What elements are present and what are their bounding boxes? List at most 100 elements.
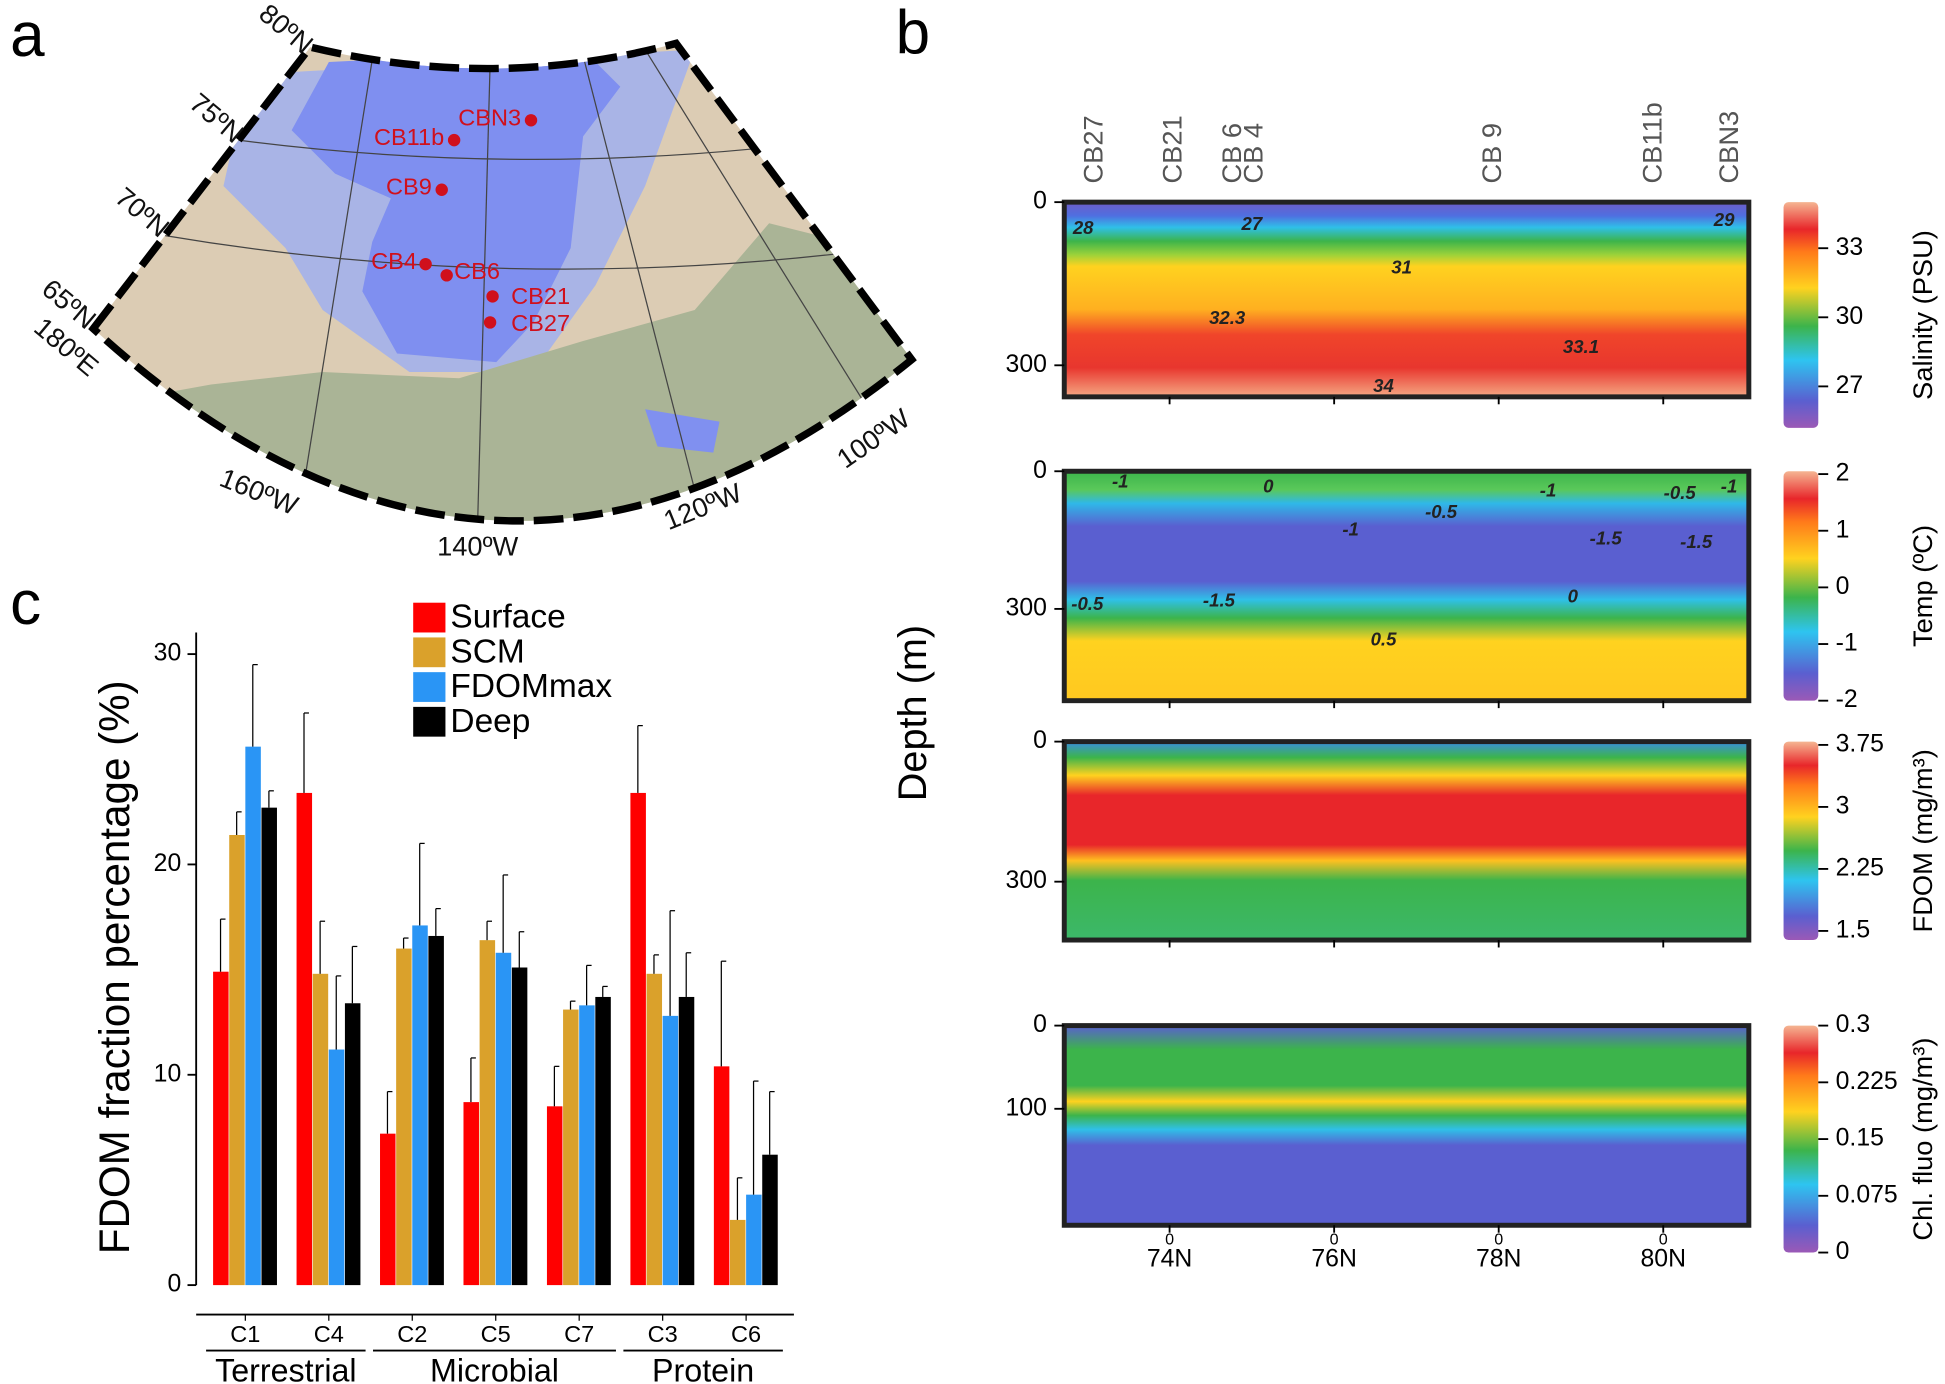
y-tick-label: 0 bbox=[1033, 188, 1047, 215]
station-dot bbox=[419, 257, 432, 271]
contour-label: -0.5 bbox=[1664, 482, 1697, 503]
bar bbox=[662, 1015, 679, 1286]
colorbar-tick-label: 30 bbox=[1836, 303, 1864, 330]
x-tick-label: 74N bbox=[1147, 1246, 1193, 1273]
bar bbox=[312, 973, 329, 1286]
map-ocean bbox=[291, 49, 621, 363]
bar bbox=[380, 1133, 396, 1286]
colorbar-tick-label: 0 bbox=[1836, 573, 1850, 600]
bar bbox=[344, 1003, 361, 1286]
contour-label: 0.5 bbox=[1371, 628, 1398, 649]
y-axis-label: Depth (m) bbox=[891, 625, 935, 801]
colorbar-tick-label: -1 bbox=[1836, 630, 1858, 657]
station-label: CB21 bbox=[511, 283, 570, 309]
bar bbox=[579, 1005, 595, 1286]
colorbar-tick-label: 2.25 bbox=[1836, 854, 1884, 881]
graticule bbox=[165, 49, 869, 521]
lon-label: 160ºW bbox=[216, 462, 303, 521]
lon-label: 140ºW bbox=[437, 530, 518, 561]
legend-swatch bbox=[413, 672, 446, 702]
x-tick-label: C3 bbox=[648, 1321, 678, 1347]
colorbar bbox=[1783, 1025, 1819, 1253]
colorbar-tick-label: -2 bbox=[1836, 686, 1858, 713]
contour-label: -1.5 bbox=[1203, 589, 1236, 610]
contour-label: 27 bbox=[1241, 213, 1264, 234]
contour-label: 28 bbox=[1072, 217, 1094, 238]
bar bbox=[746, 1194, 762, 1286]
y-tick-label: 100 bbox=[1006, 1094, 1047, 1121]
colorbar-tick-label: 3 bbox=[1836, 792, 1850, 819]
contour-label: -1 bbox=[1540, 479, 1557, 500]
bar bbox=[546, 1106, 563, 1286]
panel-label: c bbox=[10, 569, 41, 638]
colorbar-tick-label: 27 bbox=[1836, 372, 1864, 399]
y-tick-label: 300 bbox=[1006, 867, 1047, 894]
contour-label: -1 bbox=[1342, 518, 1359, 539]
section-field bbox=[1061, 739, 1752, 943]
colorbar-tick-label: 1 bbox=[1836, 516, 1850, 543]
bar bbox=[762, 1154, 778, 1286]
station-label: CB9 bbox=[386, 174, 432, 200]
x-tick-label: C2 bbox=[397, 1321, 427, 1347]
bar bbox=[713, 1066, 730, 1286]
x-tick-label: 76N bbox=[1311, 1246, 1357, 1273]
colorbar bbox=[1783, 202, 1819, 428]
y-tick-label: 300 bbox=[1006, 351, 1047, 378]
bar bbox=[729, 1219, 746, 1286]
colorbar-label: Salinity (PSU) bbox=[1907, 230, 1938, 400]
map-coast bbox=[93, 223, 912, 521]
y-tick-label: 0 bbox=[167, 1271, 181, 1298]
colorbar-tick-label: 2 bbox=[1836, 460, 1850, 487]
bar bbox=[495, 952, 512, 1286]
contour-label: 33.1 bbox=[1563, 336, 1599, 357]
contour-label: -1 bbox=[1112, 471, 1129, 492]
panel-label: a bbox=[10, 1, 45, 70]
station-label: CB 9 bbox=[1476, 123, 1507, 184]
station-dot bbox=[447, 133, 461, 147]
contour-label: 0 bbox=[1263, 476, 1274, 497]
station-label: CB27 bbox=[1078, 115, 1109, 183]
contour-label: -1.5 bbox=[1680, 531, 1713, 552]
x-tick-label: C6 bbox=[731, 1321, 761, 1347]
bar bbox=[412, 925, 428, 1286]
bar bbox=[245, 746, 261, 1286]
y-tick-label: 300 bbox=[1006, 594, 1047, 621]
legend-label: FDOMmax bbox=[450, 668, 612, 705]
contour-label: 0 bbox=[1568, 585, 1579, 606]
colorbar bbox=[1783, 741, 1819, 941]
x-tick-label: C4 bbox=[314, 1321, 344, 1347]
contour-label: -1.5 bbox=[1590, 528, 1623, 549]
y-axis-label: FDOM fraction percentage (%) bbox=[91, 680, 138, 1254]
station-dot bbox=[483, 316, 497, 329]
bar bbox=[296, 792, 313, 1286]
degree-mark: 0 bbox=[1494, 1230, 1503, 1248]
colorbar-tick-label: 0.3 bbox=[1836, 1011, 1870, 1038]
contour-label: -0.5 bbox=[1425, 501, 1458, 522]
y-tick-label: 0 bbox=[1033, 457, 1047, 484]
station-label: CB21 bbox=[1157, 115, 1188, 183]
legend-label: Deep bbox=[450, 703, 530, 740]
x-tick-label: 80N bbox=[1641, 1246, 1687, 1273]
bar bbox=[229, 834, 245, 1286]
panel-label: b bbox=[896, 0, 930, 68]
colorbar-label: Temp (ºC) bbox=[1907, 525, 1938, 647]
contour-label: -0.5 bbox=[1071, 593, 1104, 614]
station-dot bbox=[524, 114, 538, 127]
bar bbox=[463, 1102, 479, 1286]
y-tick-label: 20 bbox=[154, 850, 182, 877]
group-label: Protein bbox=[652, 1352, 754, 1384]
section-field bbox=[1061, 199, 1752, 400]
colorbar-tick-label: 3.75 bbox=[1836, 730, 1884, 757]
x-tick-label: 78N bbox=[1476, 1246, 1522, 1273]
station-label: CBN3 bbox=[1713, 111, 1744, 184]
x-tick-label: C7 bbox=[564, 1321, 594, 1347]
stations: CBN3 CB11b CB9 CB4 CB6 CB21 CB27 bbox=[371, 104, 570, 336]
station-dot bbox=[435, 183, 448, 196]
bar bbox=[428, 935, 444, 1286]
colorbar-tick-label: 0.225 bbox=[1836, 1068, 1898, 1095]
legend-label: SCM bbox=[450, 633, 524, 670]
legend-swatch bbox=[413, 602, 446, 633]
y-tick-label: 0 bbox=[1033, 727, 1047, 754]
